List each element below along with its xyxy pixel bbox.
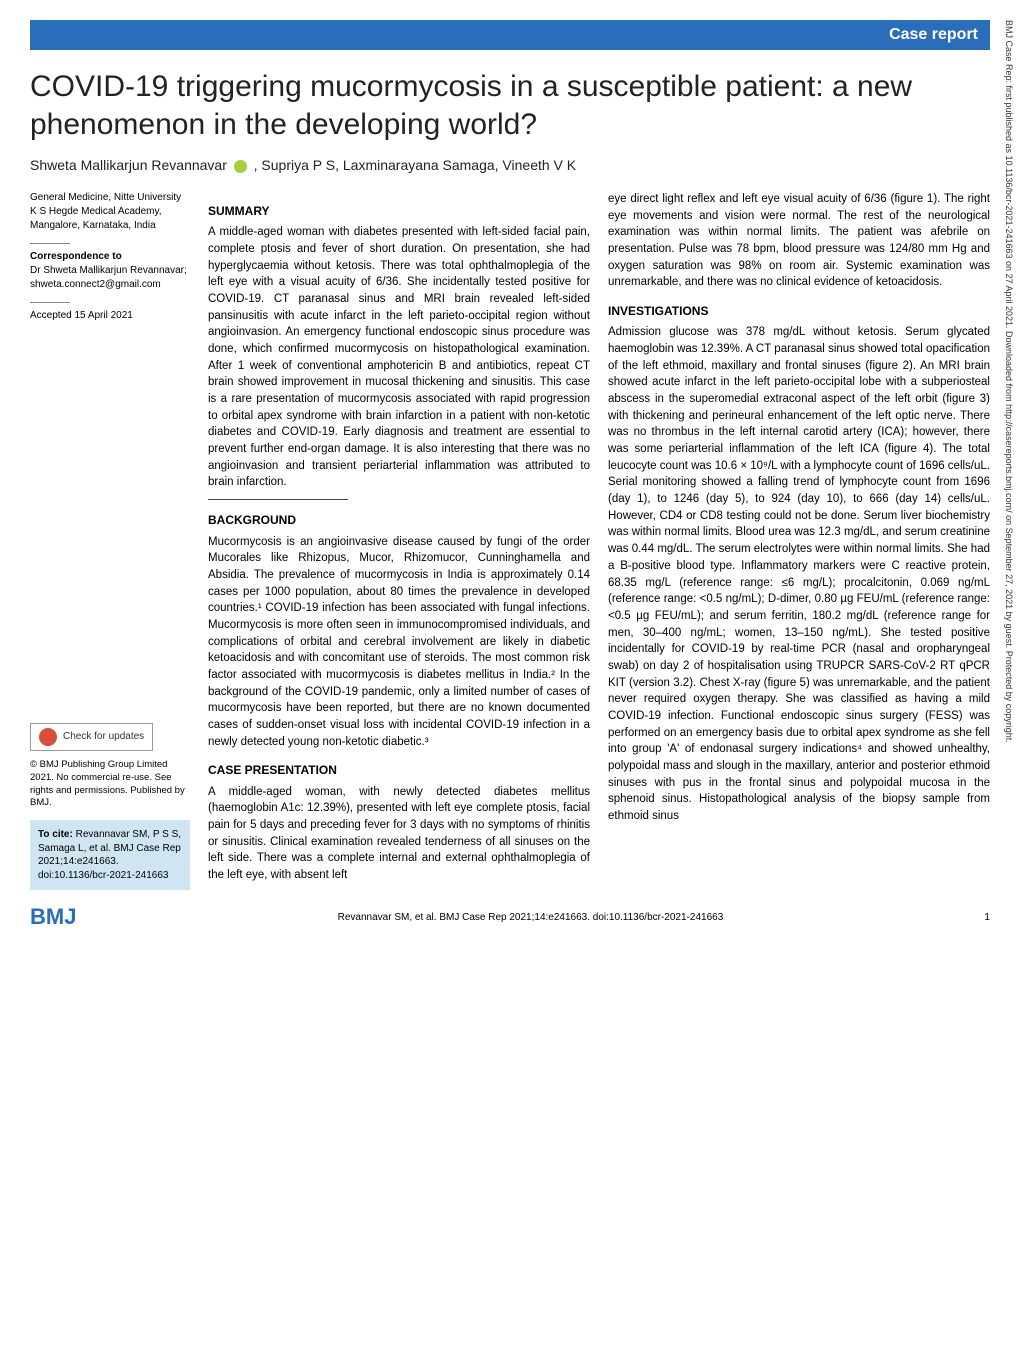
correspondence-label: Correspondence to [30,250,190,264]
page-container: Case report COVID-19 triggering mucormyc… [0,0,1020,1359]
page-footer: BMJ Revannavar SM, et al. BMJ Case Rep 2… [30,904,990,930]
affiliation: General Medicine, Nitte University K S H… [30,191,190,233]
summary-text: A middle-aged woman with diabetes presen… [208,224,590,491]
sidebar: General Medicine, Nitte University K S H… [30,191,190,890]
section-divider [208,499,348,500]
divider [30,243,70,244]
section-header: Case report [30,20,990,50]
correspondence-text: Dr Shweta Mallikarjun Revannavar; shweta… [30,264,190,292]
investigations-text: Admission glucose was 378 mg/dL without … [608,324,990,824]
divider [30,302,70,303]
author-text-2: , Supriya P S, Laxminarayana Samaga, Vin… [254,157,576,173]
summary-heading: SUMMARY [208,203,590,220]
citation-box: To cite: Revannavar SM, P S S, Samaga L,… [30,820,190,890]
case-heading: CASE PRESENTATION [208,762,590,779]
bmj-logo: BMJ [30,904,76,930]
cite-label: To cite: [38,829,73,840]
sidebar-spacer [30,333,190,713]
author-text: Shweta Mallikarjun Revannavar [30,157,231,173]
column-1: SUMMARY A middle-aged woman with diabete… [208,191,590,890]
case-continued-text: eye direct light reflex and left eye vis… [608,191,990,291]
orcid-icon [234,160,247,173]
case-text: A middle-aged woman, with newly detected… [208,784,590,884]
authors-list: Shweta Mallikarjun Revannavar , Supriya … [30,157,990,173]
article-title: COVID-19 triggering mucormycosis in a su… [30,68,990,143]
accepted-date: Accepted 15 April 2021 [30,309,190,323]
text-columns: SUMMARY A middle-aged woman with diabete… [208,191,990,890]
vertical-copyright: BMJ Case Rep: first published as 10.1136… [1004,20,1014,1320]
footer-citation: Revannavar SM, et al. BMJ Case Rep 2021;… [338,912,724,923]
copyright-text: © BMJ Publishing Group Limited 2021. No … [30,759,190,810]
investigations-heading: INVESTIGATIONS [608,303,990,320]
column-2: eye direct light reflex and left eye vis… [608,191,990,890]
crossmark-icon [39,728,57,746]
content-row: General Medicine, Nitte University K S H… [30,191,990,890]
correspondence-block: Correspondence to Dr Shweta Mallikarjun … [30,250,190,292]
background-text: Mucormycosis is an angioinvasive disease… [208,534,590,751]
check-updates-button[interactable]: Check for updates [30,723,153,751]
background-heading: BACKGROUND [208,512,590,529]
page-number: 1 [984,912,990,923]
check-updates-label: Check for updates [63,730,144,744]
